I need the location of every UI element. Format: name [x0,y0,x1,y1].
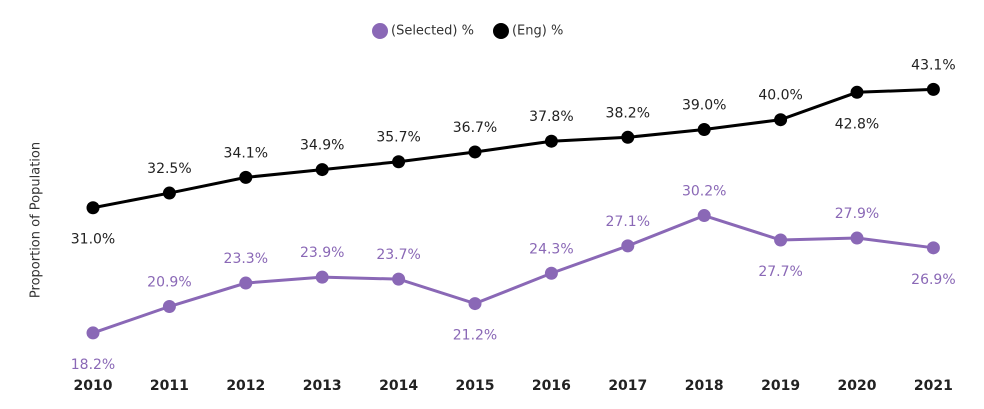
data-point [544,266,558,280]
x-tick-label: 2018 [685,378,724,394]
data-point [468,145,482,159]
data-label: 20.9% [147,275,191,291]
data-point [86,326,100,340]
y-axis-label: Proportion of Population [29,142,44,298]
x-tick-label: 2013 [303,378,342,394]
data-label: 34.9% [300,138,344,154]
data-label: 36.7% [453,120,497,136]
data-label: 23.7% [376,247,420,263]
data-point [544,134,558,148]
data-point [774,113,788,127]
x-tick-label: 2017 [608,378,647,394]
data-label: 18.2% [71,357,115,373]
data-point [621,239,635,253]
data-label: 34.1% [224,145,268,161]
data-point [162,300,176,314]
legend-label: (Selected) % [391,24,474,39]
data-label: 26.9% [911,272,955,288]
data-label: 38.2% [606,105,650,121]
data-label: 39.0% [682,97,726,113]
legend-swatch [372,23,388,39]
data-point [621,130,635,144]
data-point [162,186,176,200]
data-label: 21.2% [453,328,497,344]
legend-label: (Eng) % [512,24,563,39]
x-tick-label: 2019 [761,378,800,394]
data-point [315,270,329,284]
data-label: 35.7% [376,130,420,146]
data-point [86,201,100,215]
data-point [392,272,406,286]
x-tick-label: 2014 [379,378,418,394]
x-tick-label: 2010 [74,378,113,394]
x-tick-label: 2012 [226,378,265,394]
data-label: 27.9% [835,206,879,222]
data-point [468,297,482,311]
data-point [926,82,940,96]
data-point [774,233,788,247]
data-label: 27.1% [606,214,650,230]
data-label: 24.3% [529,241,573,257]
data-point [850,85,864,99]
data-point [315,163,329,177]
data-point [239,170,253,184]
data-point [697,209,711,223]
data-label: 32.5% [147,161,191,177]
data-label: 40.0% [758,88,802,104]
data-label: 30.2% [682,184,726,200]
x-tick-label: 2015 [456,378,495,394]
series-line [92,87,934,210]
x-tick-label: 2016 [532,378,571,394]
data-label: 23.3% [224,251,268,267]
x-tick-label: 2020 [838,378,877,394]
data-point [392,155,406,169]
data-point [239,276,253,290]
x-tick-label: 2011 [150,378,189,394]
data-label: 37.8% [529,109,573,125]
data-label: 31.0% [71,232,115,248]
data-point [850,231,864,245]
data-label: 27.7% [758,264,802,280]
data-label: 23.9% [300,245,344,261]
legend-swatch [492,23,509,39]
data-label: 42.8% [835,116,879,132]
data-point [697,122,711,136]
data-point [926,241,940,255]
data-label: 43.1% [911,57,955,73]
series-line [92,213,934,335]
x-tick-label: 2021 [914,378,953,394]
